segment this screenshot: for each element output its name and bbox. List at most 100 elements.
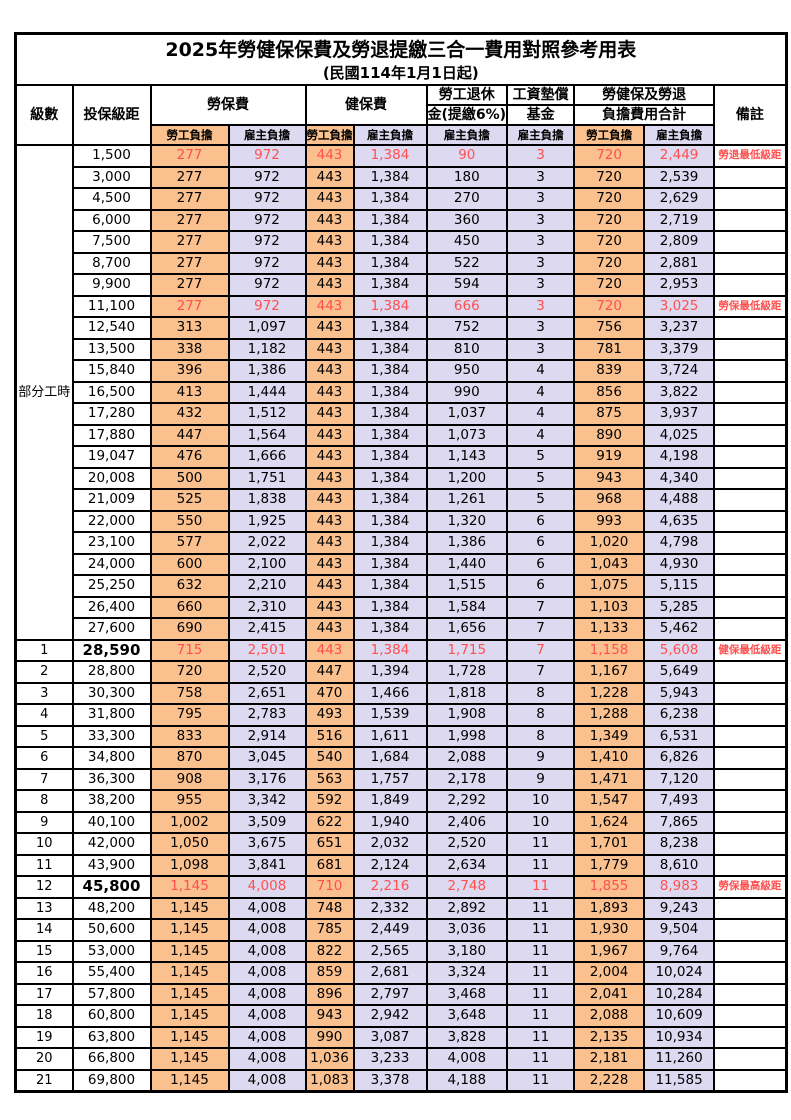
cell-level: 19 bbox=[14, 1025, 74, 1049]
cell-total-worker: 2,135 bbox=[573, 1025, 646, 1049]
cell-remark bbox=[713, 746, 788, 770]
cell-health-employer: 3,087 bbox=[352, 1025, 428, 1049]
cell-level: 13 bbox=[14, 896, 74, 920]
cell-bracket: 3,000 bbox=[71, 165, 152, 189]
table-row: 4 31,800 795 2,783 493 1,539 1,908 8 1,288 6,238 bbox=[14, 703, 788, 727]
cell-health-worker: 443 bbox=[304, 294, 355, 318]
table-row: 部分工時 1,500 277 972 443 1,384 90 3 720 2,449 勞退最低級距 bbox=[14, 144, 788, 641]
cell-bracket: 34,800 bbox=[71, 746, 152, 770]
subheader-labor-worker: 勞工負擔 bbox=[149, 124, 230, 146]
cell-level: 2 bbox=[14, 660, 74, 684]
cell-health-employer: 1,384 bbox=[352, 273, 428, 297]
cell-pension-employer: 950 bbox=[425, 359, 509, 383]
cell-labor-employer: 4,008 bbox=[227, 1047, 307, 1071]
header-labor-fee: 勞保費 bbox=[149, 84, 307, 126]
cell-labor-employer: 3,176 bbox=[227, 767, 307, 791]
cell-pension-employer: 270 bbox=[425, 187, 509, 211]
cell-labor-worker: 1,145 bbox=[149, 896, 230, 920]
cell-pension-employer: 1,440 bbox=[425, 552, 509, 576]
table-row: 25,250 632 2,210 443 1,384 1,515 6 1,075 5,115 bbox=[16, 574, 788, 598]
cell-labor-worker: 720 bbox=[149, 660, 230, 684]
cell-fund-employer: 4 bbox=[506, 380, 576, 404]
cell-pension-employer: 1,656 bbox=[425, 617, 509, 641]
subheader-total-employer: 雇主負擔 bbox=[643, 124, 716, 146]
table-row: 17 57,800 1,145 4,008 896 2,797 3,468 11 2,041 10… bbox=[14, 982, 788, 1006]
page-subtitle: (民國114年1月1日起) bbox=[322, 63, 479, 82]
cell-health-worker: 443 bbox=[304, 165, 355, 189]
cell-health-worker: 516 bbox=[304, 724, 355, 748]
cell-labor-employer: 4,008 bbox=[227, 918, 307, 942]
cell-health-worker: 443 bbox=[304, 380, 355, 404]
cell-fund-employer: 9 bbox=[506, 746, 576, 770]
cell-health-employer: 1,384 bbox=[352, 617, 428, 641]
cell-total-worker: 720 bbox=[573, 144, 646, 168]
cell-remark bbox=[713, 660, 788, 684]
cell-level: 11 bbox=[14, 853, 74, 877]
cell-labor-worker: 690 bbox=[149, 617, 230, 641]
table-row: 19 63,800 1,145 4,008 990 3,087 3,828 11 2,135 10… bbox=[14, 1025, 788, 1049]
cell-labor-employer: 972 bbox=[227, 294, 307, 318]
cell-labor-employer: 1,564 bbox=[227, 423, 307, 447]
cell-health-worker: 710 bbox=[304, 875, 355, 899]
cell-bracket: 1,500 bbox=[71, 144, 152, 168]
cell-total-employer: 3,025 bbox=[643, 294, 716, 318]
cell-labor-worker: 277 bbox=[149, 230, 230, 254]
cell-total-worker: 1,020 bbox=[573, 531, 646, 555]
cell-level: 7 bbox=[14, 767, 74, 791]
cell-total-worker: 1,779 bbox=[573, 853, 646, 877]
cell-labor-employer: 4,008 bbox=[227, 982, 307, 1006]
cell-total-employer: 6,826 bbox=[643, 746, 716, 770]
table-row: 11,100 277 972 443 1,384 666 3 720 3,025 勞保最低級距 bbox=[16, 294, 788, 318]
cell-total-employer: 5,462 bbox=[643, 617, 716, 641]
cell-remark bbox=[713, 380, 788, 404]
cell-total-employer: 5,115 bbox=[643, 574, 716, 598]
cell-pension-employer: 1,143 bbox=[425, 445, 509, 469]
cell-remark bbox=[713, 488, 788, 512]
header-total-line2: 負擔費用合計 bbox=[573, 104, 716, 126]
cell-total-employer: 9,243 bbox=[643, 896, 716, 920]
cell-labor-employer: 3,841 bbox=[227, 853, 307, 877]
cell-health-employer: 1,539 bbox=[352, 703, 428, 727]
cell-pension-employer: 90 bbox=[425, 144, 509, 168]
cell-bracket: 31,800 bbox=[71, 703, 152, 727]
cell-total-worker: 2,004 bbox=[573, 961, 646, 985]
cell-labor-worker: 660 bbox=[149, 595, 230, 619]
cell-health-employer: 1,384 bbox=[352, 402, 428, 426]
cell-health-employer: 1,384 bbox=[352, 595, 428, 619]
cell-fund-employer: 11 bbox=[506, 853, 576, 877]
cell-pension-employer: 3,828 bbox=[425, 1025, 509, 1049]
cell-health-employer: 2,449 bbox=[352, 918, 428, 942]
cell-pension-employer: 1,320 bbox=[425, 509, 509, 533]
cell-fund-employer: 3 bbox=[506, 251, 576, 275]
subheader-total-worker: 勞工負擔 bbox=[573, 124, 646, 146]
cell-health-worker: 443 bbox=[304, 316, 355, 340]
cell-bracket: 63,800 bbox=[71, 1025, 152, 1049]
cell-health-worker: 443 bbox=[304, 638, 355, 662]
cell-total-worker: 2,088 bbox=[573, 1004, 646, 1028]
cell-health-employer: 1,384 bbox=[352, 423, 428, 447]
cell-bracket: 33,300 bbox=[71, 724, 152, 748]
cell-total-worker: 968 bbox=[573, 488, 646, 512]
cell-fund-employer: 3 bbox=[506, 144, 576, 168]
cell-labor-worker: 476 bbox=[149, 445, 230, 469]
subheader-health-worker: 勞工負擔 bbox=[304, 124, 355, 146]
cell-labor-employer: 1,097 bbox=[227, 316, 307, 340]
cell-total-worker: 781 bbox=[573, 337, 646, 361]
cell-health-employer: 1,384 bbox=[352, 445, 428, 469]
cell-labor-worker: 277 bbox=[149, 273, 230, 297]
cell-fund-employer: 7 bbox=[506, 595, 576, 619]
cell-health-employer: 1,384 bbox=[352, 208, 428, 232]
cell-labor-worker: 833 bbox=[149, 724, 230, 748]
cell-fund-employer: 3 bbox=[506, 294, 576, 318]
cell-health-worker: 540 bbox=[304, 746, 355, 770]
table-row: 6,000 277 972 443 1,384 360 3 720 2,719 bbox=[16, 208, 788, 232]
cell-fund-employer: 6 bbox=[506, 574, 576, 598]
cell-health-worker: 443 bbox=[304, 488, 355, 512]
cell-labor-employer: 4,008 bbox=[227, 961, 307, 985]
cell-bracket: 55,400 bbox=[71, 961, 152, 985]
cell-labor-worker: 1,145 bbox=[149, 1004, 230, 1028]
cell-labor-worker: 1,050 bbox=[149, 832, 230, 856]
cell-health-worker: 443 bbox=[304, 337, 355, 361]
cell-labor-employer: 2,914 bbox=[227, 724, 307, 748]
cell-fund-employer: 3 bbox=[506, 208, 576, 232]
